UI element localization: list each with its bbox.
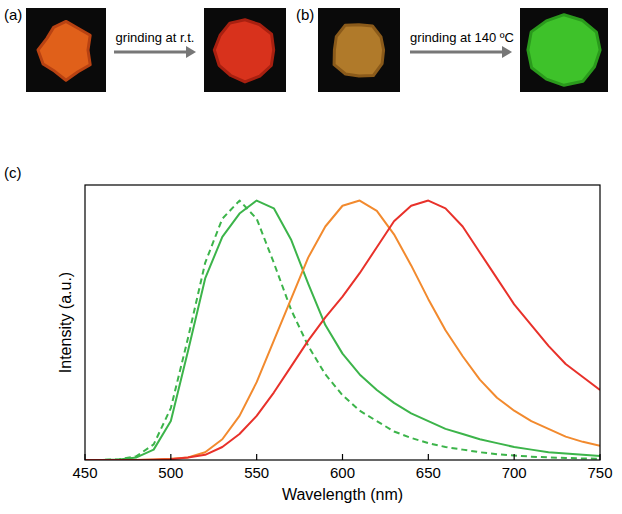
panel-label: (b) xyxy=(296,6,314,23)
x-tick xyxy=(84,454,85,460)
spectrum-line xyxy=(85,201,600,460)
panel-label: (c) xyxy=(4,164,22,181)
figure: (a) grinding at r.t. (b) grinding at 140 ºC… xyxy=(0,0,622,514)
x-tick xyxy=(256,454,257,460)
photo-a-after-sample xyxy=(214,20,273,82)
x-tick-label: 700 xyxy=(502,464,527,481)
arrow-head xyxy=(502,46,512,58)
x-tick-label: 550 xyxy=(244,464,269,481)
arrow-label: grinding at r.t. xyxy=(116,30,195,45)
x-tick xyxy=(514,454,515,460)
x-tick-label: 600 xyxy=(330,464,355,481)
arrow xyxy=(410,51,506,54)
arrow xyxy=(114,51,190,54)
x-tick-label: 500 xyxy=(158,464,183,481)
plot-lines xyxy=(85,201,600,460)
photo-a-before-bg xyxy=(26,8,106,92)
photo-b-before-bg xyxy=(318,8,400,92)
spectrum-line xyxy=(85,201,600,460)
arrow-head xyxy=(186,46,196,58)
panel-label: (a) xyxy=(4,6,22,23)
x-tick xyxy=(428,454,429,460)
x-tick xyxy=(599,454,600,460)
x-tick-label: 750 xyxy=(587,464,612,481)
spectrum-line xyxy=(85,201,600,460)
photo-b-after-sample xyxy=(528,15,600,86)
x-axis-title: Wavelength (nm) xyxy=(282,486,403,503)
photo-b-before-sample xyxy=(334,25,384,76)
x-tick-label: 650 xyxy=(416,464,441,481)
x-tick xyxy=(342,454,343,460)
arrow-label: grinding at 140 ºC xyxy=(410,30,514,45)
y-axis-title: Intensity (a.u.) xyxy=(57,272,74,373)
plot-frame xyxy=(85,185,600,460)
photo-b-after-bg xyxy=(520,8,608,92)
spectrum-line xyxy=(85,201,600,460)
x-tick xyxy=(170,454,171,460)
photo-a-after-bg xyxy=(204,8,286,92)
x-tick-label: 450 xyxy=(72,464,97,481)
photo-a-before-sample xyxy=(38,21,90,80)
